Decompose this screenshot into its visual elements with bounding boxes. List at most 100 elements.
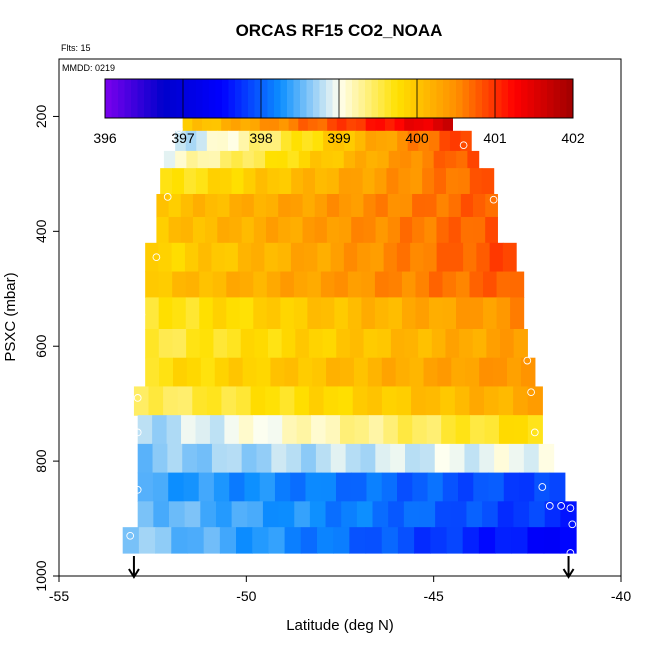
heatmap-cell [418,328,433,359]
heatmap-cell [249,130,261,152]
heatmap-cell [203,527,221,554]
plot-frame [58,58,622,577]
data-point [137,310,146,319]
heatmap-cell [276,150,289,169]
heatmap-cell [424,193,438,218]
heatmap-cell [137,443,154,474]
heatmap-cell [431,328,447,359]
heatmap-cell [199,271,214,298]
heatmap-cell [322,328,337,359]
heatmap-cell [349,328,365,359]
heatmap-cell [411,150,424,169]
heatmap-cell [426,415,442,445]
heatmap-cell [377,150,390,169]
heatmap-cell [167,443,183,474]
heatmap-cell [300,527,318,554]
heatmap-cell [341,501,358,528]
x-tick-label: -50 [236,588,256,604]
heatmap-cell [265,386,281,416]
heatmap-cell [390,443,406,474]
colorbar-segment [150,79,158,118]
heatmap-cell [375,193,389,218]
colorbar-segment [566,79,574,118]
heatmap-cell [340,415,356,445]
heatmap-cell [387,193,401,218]
heatmap-cell [163,150,176,169]
colorbar-segment [326,79,333,118]
colorbar-segment [553,79,561,118]
heatmap-cell [200,357,216,388]
heatmap-cell [277,242,292,273]
heatmap-cell [215,501,233,528]
heatmap-cell [368,415,384,445]
heatmap-cell [308,328,324,359]
heatmap-cell [422,150,435,169]
heatmap-cell [320,297,335,330]
heatmap-cell [361,297,376,330]
data-point [133,428,142,437]
heatmap-cell [180,193,194,218]
heatmap-cell [259,130,271,152]
heatmap-cell [458,472,474,502]
heatmap-cell [386,168,399,195]
heatmap-cell [401,271,417,298]
heatmap-cell [460,216,474,244]
heatmap-cell [397,415,413,445]
heatmap-cell [485,216,498,244]
heatmap-cell [396,386,412,416]
heatmap-cell [466,501,483,528]
heatmap-cell [314,216,328,244]
heatmap-cell [240,328,255,359]
colorbar-segment [248,79,255,118]
heatmap-cell [534,472,551,502]
heatmap-cell [338,168,352,195]
heatmap-cell [252,527,270,554]
heatmap-cell [168,472,185,502]
heatmap-cell [372,501,389,528]
data-point [557,502,565,510]
heatmap-cell [231,168,245,195]
heatmap-cell [469,386,485,416]
colorbar-segment [521,79,528,118]
colorbar-segment [345,79,353,118]
heatmap-cell [396,242,411,273]
heatmap-cell [198,472,215,502]
heatmap-cell [412,472,429,502]
heatmap-cell [137,472,154,502]
heatmap-cell [156,193,170,218]
heatmap-cell [290,193,304,218]
heatmap-cell [326,193,340,218]
heatmap-cell [298,150,311,169]
colorbar-segment [514,79,522,118]
heatmap-cell [375,130,388,152]
colorbar-segment [423,79,431,118]
heatmap-cell [172,271,187,298]
heatmap-cell [250,386,266,416]
heatmap-cell [158,271,173,298]
heatmap-cell [183,168,197,195]
heatmap-cell [220,150,232,169]
data-point [566,504,575,513]
colorbar-segment [267,79,275,118]
heatmap-cell [543,527,561,554]
colorbar-segment [391,79,398,118]
heatmap-cell [472,328,487,359]
heatmap-cell [354,415,370,445]
colorbar-segment [501,79,509,118]
heatmap-cell [510,297,525,330]
heatmap-cell [330,242,345,273]
heatmap-cell [357,242,371,273]
colorbar-segment [352,79,359,118]
heatmap-cell [442,472,459,502]
heatmap-cell [326,357,341,388]
heatmap-cell [310,150,322,169]
heatmap-cell [302,193,316,218]
colorbar-segment [410,79,418,118]
heatmap-cell [307,297,322,330]
arrow-head [562,568,575,579]
colorbar-segment [111,79,119,118]
y-tick-label: 400 [33,219,49,243]
heatmap-cell [281,328,296,359]
heatmap-cell [205,216,218,244]
heatmap-cell [326,168,340,195]
